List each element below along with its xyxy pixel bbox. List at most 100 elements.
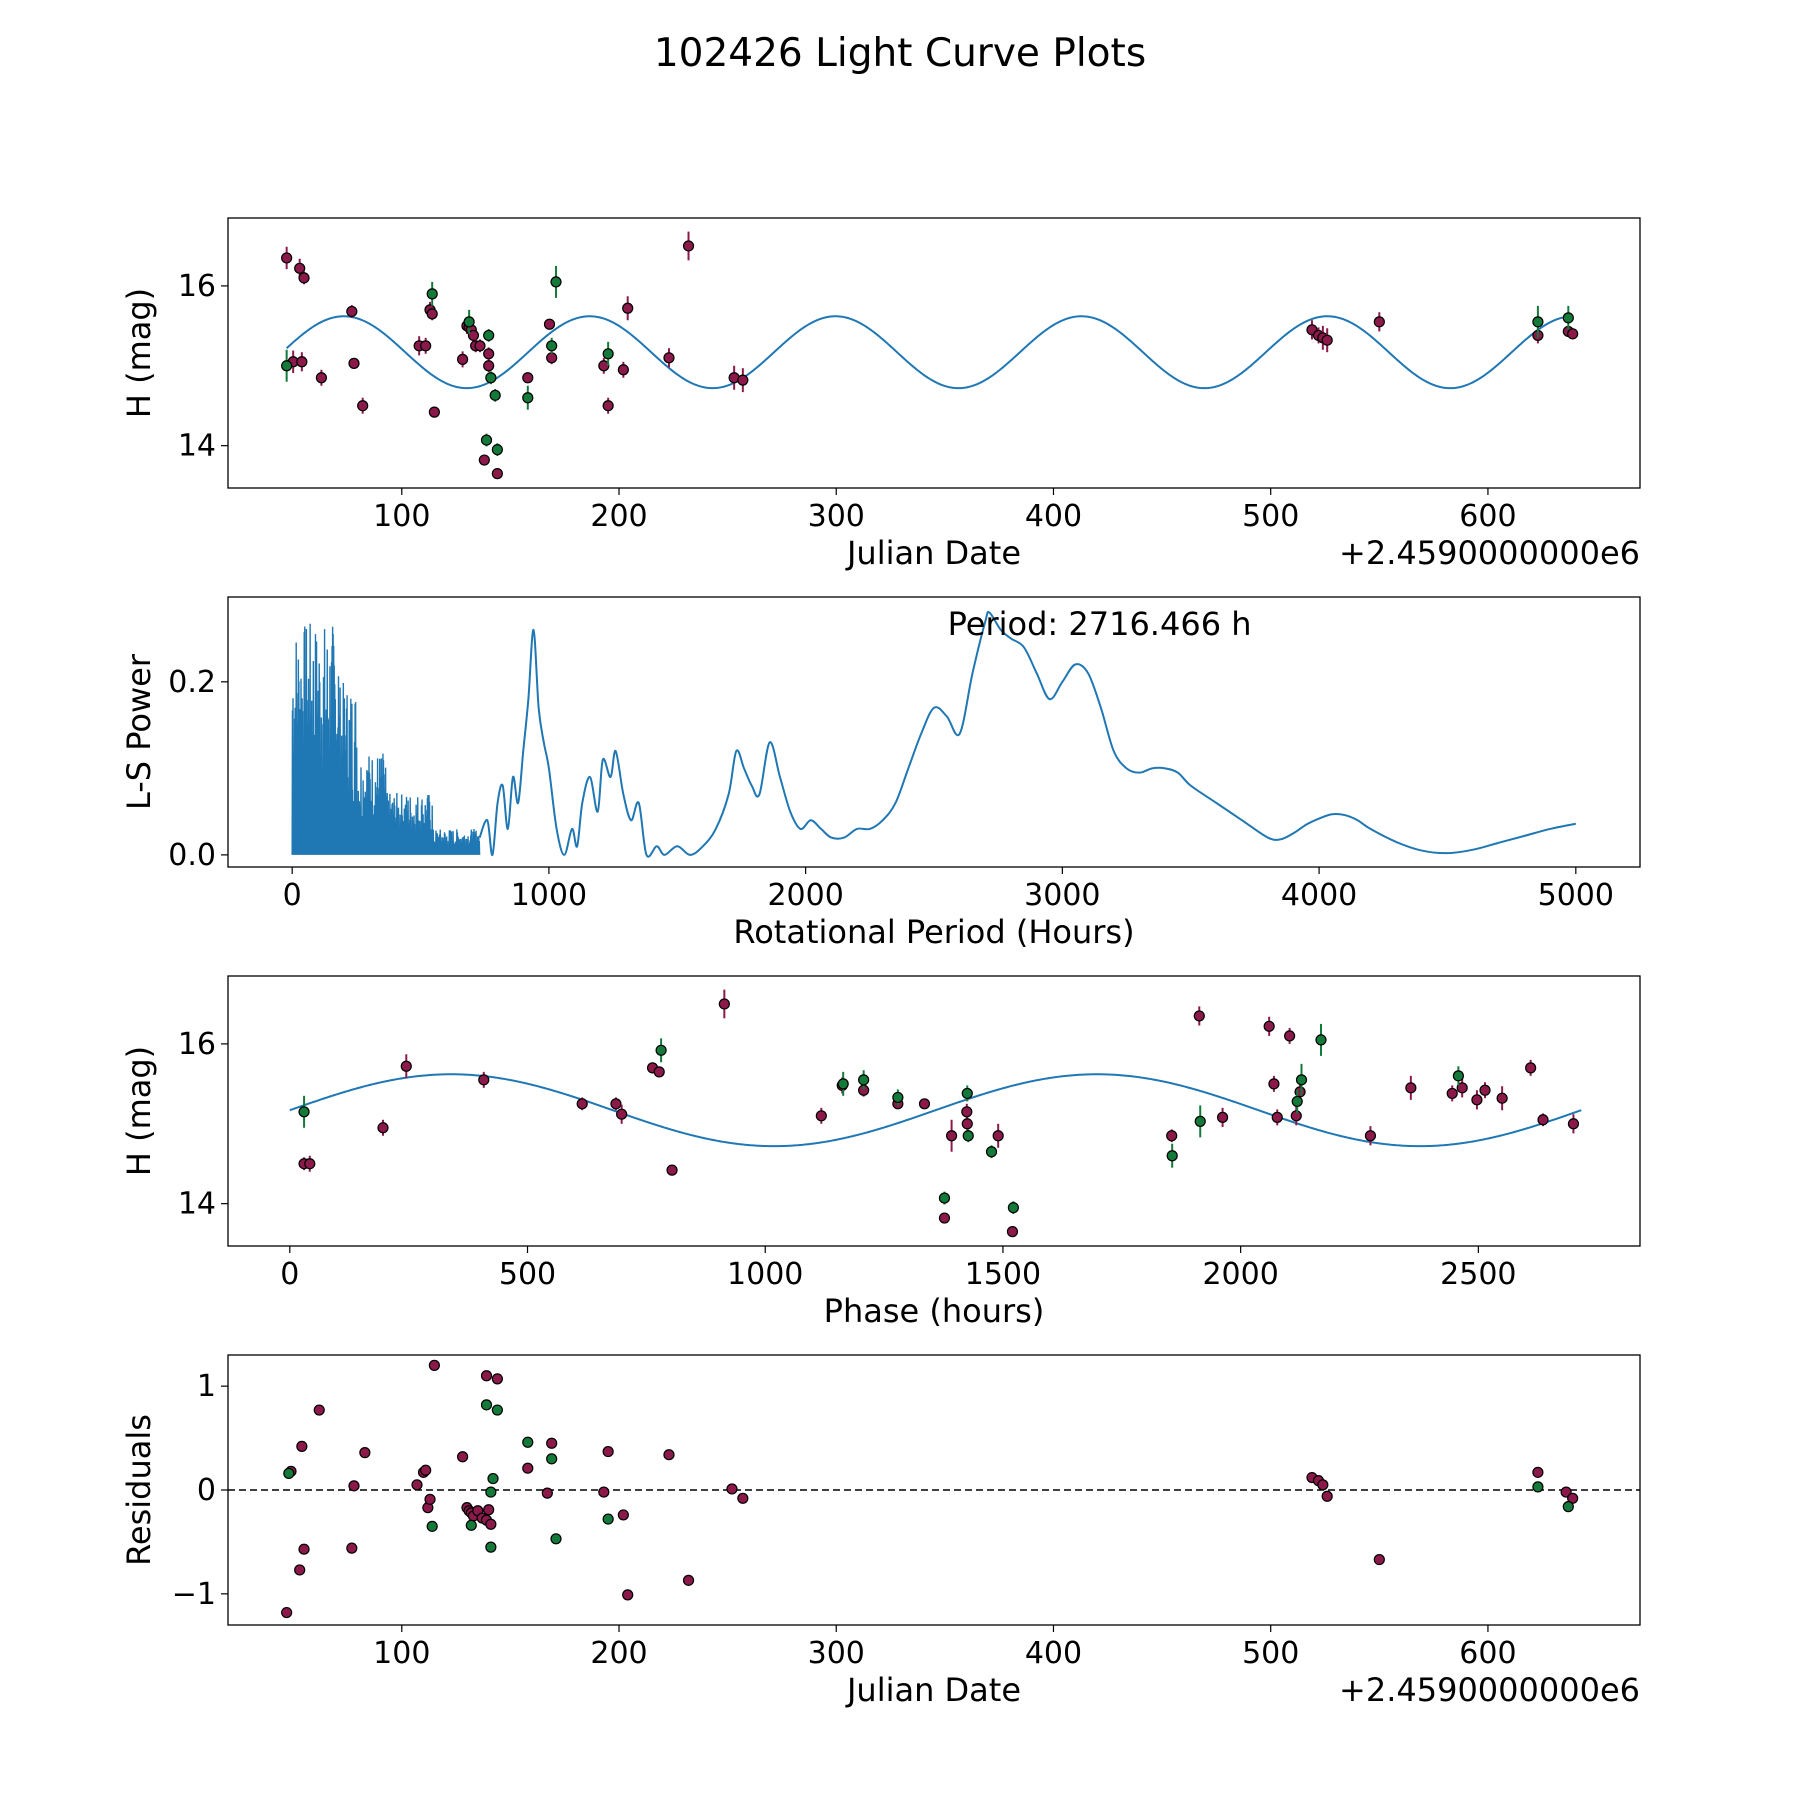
data-point-filter_a <box>298 1543 310 1555</box>
y-tick-label: 0.0 <box>168 838 216 873</box>
data-point-filter_a <box>480 1370 493 1382</box>
data-point-filter_a <box>610 1098 622 1110</box>
x-tick-label: 100 <box>373 499 430 534</box>
x-axis-label: Julian Date <box>845 1671 1021 1709</box>
data-point-filter_b <box>1532 316 1544 328</box>
x-axis-label: Julian Date <box>845 534 1021 572</box>
data-point-filter_a <box>546 1437 558 1449</box>
x-axis-label: Phase (hours) <box>824 1292 1045 1330</box>
data-point-filter_b <box>483 329 495 342</box>
data-point-filter_a <box>576 1098 588 1110</box>
data-point-filter_b <box>426 1520 438 1532</box>
data-point-filter_a <box>377 1122 389 1134</box>
data-point-filter_a <box>598 1486 610 1498</box>
data-point-filter_b <box>1315 1034 1327 1046</box>
data-point-filter_a <box>485 1518 497 1530</box>
data-point-filter_a <box>348 1480 360 1492</box>
panel-periodogram: 0 1000 2000 3000 4000 5000 0.0 0.2 Rotational Pe… <box>120 596 1641 951</box>
data-point-filter_b <box>281 360 293 372</box>
data-point-filter_b <box>522 1436 534 1448</box>
data-point-filter_a <box>346 305 358 318</box>
data-point-filter_a <box>1471 1094 1483 1106</box>
x-tick-label: 500 <box>499 1257 556 1292</box>
x-tick-label: 1000 <box>727 1257 803 1292</box>
data-point-filter_a <box>1268 1078 1280 1090</box>
data-point-filter_a <box>1271 1111 1283 1123</box>
data-point-filter_b <box>491 1404 503 1416</box>
y-axis-label: H (mag) <box>120 1046 158 1176</box>
model-curve <box>289 1073 1582 1148</box>
x-axis-label: Rotational Period (Hours) <box>733 913 1134 951</box>
data-point-filter_a <box>1525 1062 1537 1074</box>
data-point-filter_a <box>1537 1114 1549 1126</box>
data-point-filter_b <box>426 288 438 300</box>
data-point-filter_a <box>428 406 440 418</box>
data-point-filter_b <box>1166 1150 1178 1162</box>
x-tick-label: 400 <box>1025 499 1082 534</box>
data-point-filter_b <box>487 1472 499 1485</box>
data-point-filter_b <box>602 348 614 360</box>
panel-lightcurve: 100 200 300 400 500 600 14 16 Julian Date H (mag)… <box>120 217 1641 572</box>
data-point-filter_b <box>298 1106 310 1118</box>
data-point-filter_a <box>1456 1082 1468 1094</box>
data-point-filter_b <box>480 434 493 446</box>
data-point-filter_b <box>283 1467 295 1479</box>
y-tick-label: 16 <box>178 269 216 304</box>
x-offset-label: +2.4590000000e6 <box>1339 1671 1640 1709</box>
data-point-filter_b <box>463 316 475 328</box>
data-point-filter_a <box>602 1445 614 1458</box>
x-tick-label: 5000 <box>1538 878 1614 913</box>
plot-area <box>291 610 1577 858</box>
data-point-filter_b <box>1562 1501 1574 1513</box>
data-point-filter_a <box>617 1509 629 1521</box>
data-point-filter_a <box>682 1574 695 1586</box>
x-tick-label: 4000 <box>1281 878 1357 913</box>
data-point-filter_a <box>467 329 480 342</box>
data-point-filter_a <box>718 998 730 1010</box>
data-point-filter_a <box>348 357 360 369</box>
data-point-filter_a <box>617 364 629 376</box>
plot-area <box>281 231 1579 480</box>
data-point-filter_b <box>1562 312 1574 324</box>
data-point-filter_b <box>550 1533 562 1545</box>
data-point-filter_a <box>428 1359 440 1371</box>
data-point-filter_a <box>304 1158 316 1170</box>
y-tick-label: 1 <box>197 1369 216 1404</box>
data-point-filter_b <box>938 1192 951 1204</box>
data-point-filter_a <box>294 262 306 274</box>
data-point-filter_a <box>483 1504 495 1516</box>
data-point-filter_a <box>357 400 369 412</box>
data-point-filter_a <box>313 1404 325 1416</box>
x-tick-label: 2000 <box>767 878 843 913</box>
period-annotation: Period: 2716.466 h <box>948 605 1252 643</box>
axes-frame <box>227 596 1641 868</box>
x-tick-label: 1500 <box>965 1257 1041 1292</box>
data-point-filter_a <box>938 1212 951 1224</box>
x-tick-label: 200 <box>590 499 647 534</box>
figure-title: 102426 Light Curve Plots <box>654 31 1146 76</box>
data-point-filter_a <box>400 1060 412 1072</box>
data-point-filter_a <box>522 1462 534 1474</box>
x-tick-label: 100 <box>373 1636 430 1671</box>
data-point-filter_a <box>478 1074 490 1086</box>
x-tick-label: 200 <box>590 1636 647 1671</box>
data-point-filter_a <box>1364 1130 1377 1142</box>
data-point-filter_a <box>457 1451 469 1463</box>
data-point-filter_a <box>737 1492 749 1504</box>
data-point-filter_a <box>1321 1490 1333 1502</box>
data-point-filter_a <box>491 468 503 480</box>
data-point-filter_a <box>653 1066 665 1078</box>
data-point-filter_b <box>546 1453 558 1465</box>
panel-phased: 0 500 1000 1500 2000 2500 14 16 Phase (hours) H (… <box>120 975 1641 1330</box>
data-point-filter_a <box>1006 1226 1019 1238</box>
x-tick-label: 500 <box>1242 499 1299 534</box>
data-point-filter_a <box>281 252 293 264</box>
data-point-filter_a <box>918 1098 931 1110</box>
x-tick-label: 0 <box>280 1257 299 1292</box>
x-tick-label: 300 <box>808 499 865 534</box>
data-point-filter_a <box>491 1373 503 1385</box>
data-point-filter_b <box>1452 1070 1464 1082</box>
data-point-filter_a <box>296 356 308 368</box>
y-axis-label: Residuals <box>120 1414 158 1566</box>
data-point-filter_a <box>1405 1082 1417 1094</box>
